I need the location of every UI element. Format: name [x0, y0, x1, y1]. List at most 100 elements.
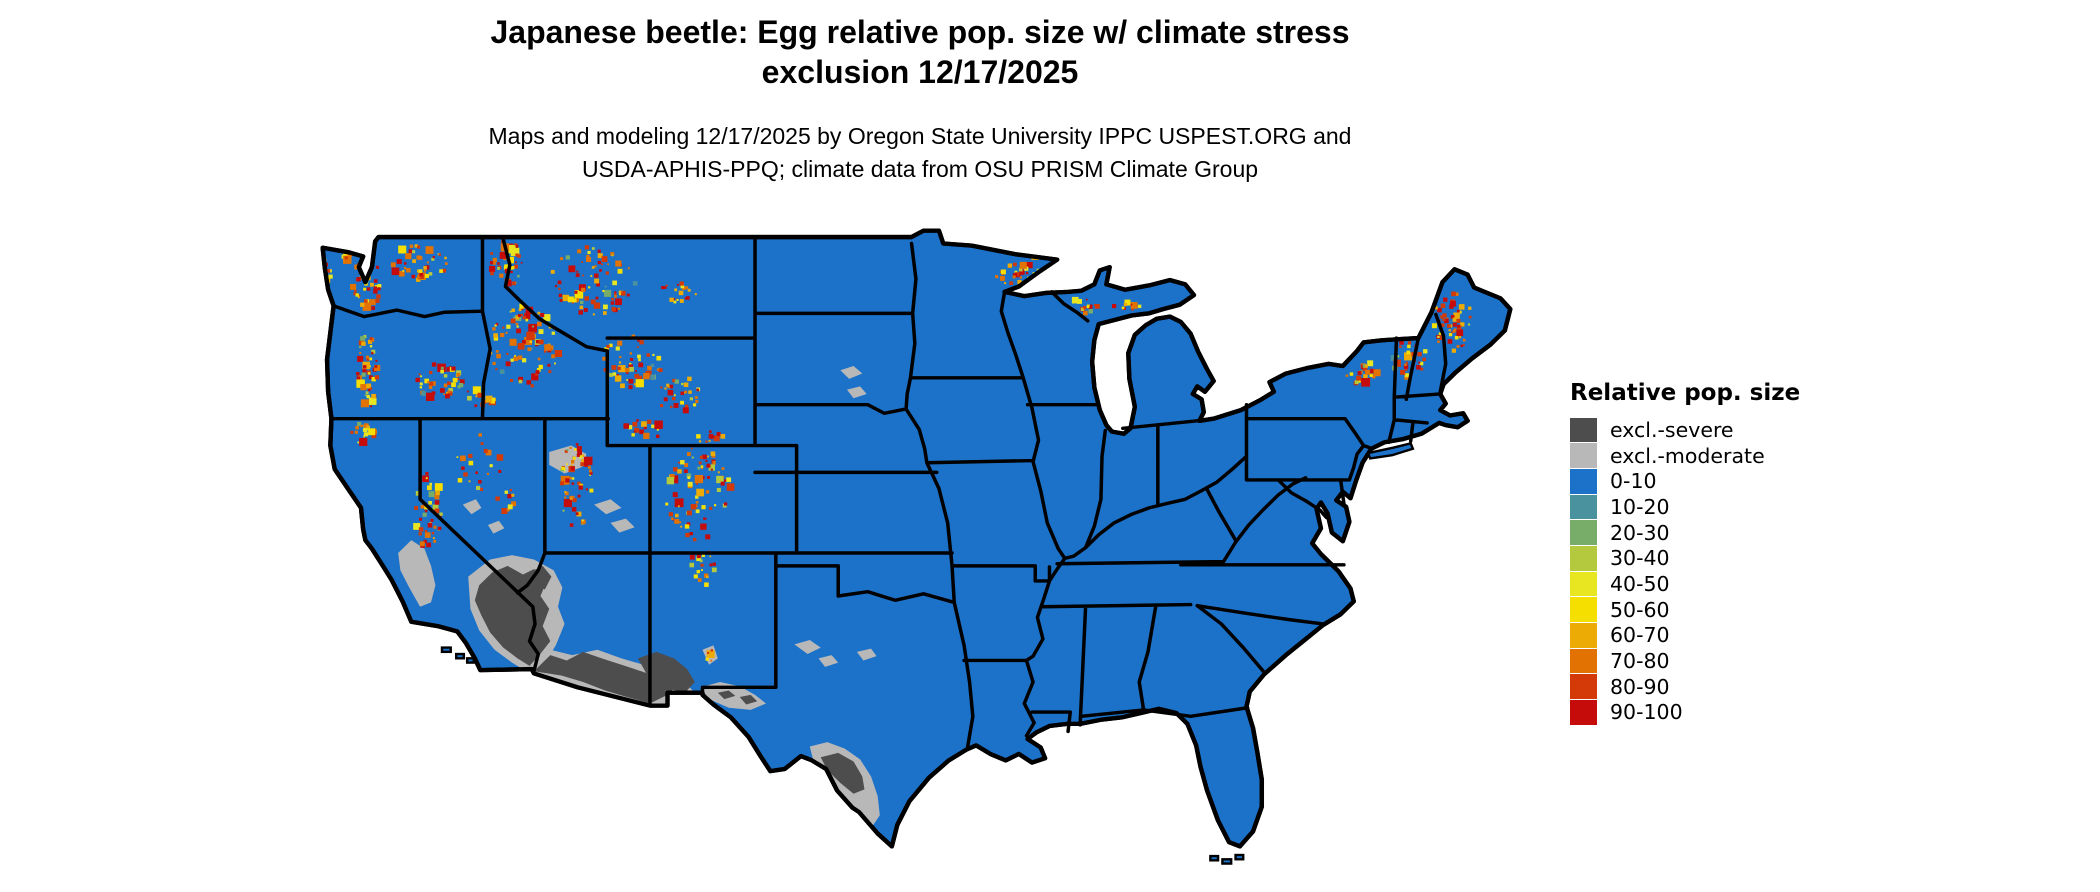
- hotspot-speckle: [579, 455, 583, 459]
- hotspot-speckle: [589, 471, 593, 475]
- hotspot-speckle: [560, 475, 570, 485]
- hotspot-speckle: [564, 490, 567, 494]
- hotspot-speckle: [548, 370, 552, 374]
- hotspot-speckle: [354, 430, 358, 434]
- hotspot-speckle: [671, 517, 674, 521]
- hotspot-speckle: [1431, 323, 1437, 329]
- hotspot-speckle: [446, 391, 450, 395]
- hotspot-speckle: [1405, 361, 1408, 364]
- hotspot-speckle: [1076, 298, 1082, 304]
- hotspot-speckle: [628, 366, 634, 372]
- hotspot-speckle: [1468, 306, 1472, 310]
- hotspot-speckle: [691, 456, 694, 459]
- hotspot-speckle: [686, 522, 691, 526]
- hotspot-speckle: [1000, 269, 1006, 275]
- hotspot-speckle: [1422, 357, 1427, 362]
- hotspot-speckle: [585, 488, 588, 491]
- hotspot-speckle: [710, 659, 713, 662]
- hotspot-speckle: [1441, 323, 1445, 327]
- hotspot-speckle: [673, 467, 678, 472]
- hotspot-speckle: [1434, 306, 1438, 310]
- hotspot-speckle: [581, 519, 584, 522]
- hotspot-speckle: [647, 365, 652, 371]
- hotspot-speckle: [669, 474, 675, 479]
- hotspot-speckle: [656, 368, 660, 371]
- hotspot-speckle: [665, 502, 669, 506]
- hotspot-speckle: [1407, 344, 1411, 349]
- hotspot-speckle: [619, 355, 622, 359]
- hotspot-speckle: [1019, 276, 1022, 279]
- hotspot-speckle: [322, 278, 324, 284]
- hotspot-speckle: [517, 274, 520, 278]
- hotspot-speckle: [479, 487, 484, 491]
- hotspot-speckle: [1131, 308, 1134, 311]
- hotspot-speckle: [457, 478, 463, 483]
- hotspot-speckle: [710, 468, 713, 471]
- hotspot-speckle: [398, 270, 405, 277]
- hotspot-speckle: [610, 252, 615, 256]
- hotspot-speckle: [493, 336, 499, 341]
- hotspot-speckle: [708, 464, 715, 471]
- hotspot-speckle: [575, 273, 580, 278]
- hotspot-speckle: [431, 362, 437, 367]
- hotspot-speckle: [636, 346, 639, 349]
- hotspot-speckle: [711, 567, 717, 573]
- hotspot-speckle: [566, 448, 569, 452]
- hotspot-speckle: [416, 277, 421, 282]
- hotspot-speckle: [1367, 360, 1374, 367]
- hotspot-speckle: [705, 575, 709, 579]
- hotspot-speckle: [726, 483, 735, 491]
- hotspot-speckle: [613, 292, 617, 295]
- hotspot-speckle: [424, 273, 429, 278]
- hotspot-speckle: [1370, 368, 1375, 374]
- hotspot-speckle: [562, 294, 570, 302]
- hotspot-speckle: [1468, 315, 1472, 319]
- hotspot-speckle: [699, 559, 703, 563]
- hotspot-speckle: [605, 271, 609, 275]
- hotspot-speckle: [695, 500, 699, 504]
- hotspot-speckle: [359, 352, 362, 355]
- hotspot-speckle: [429, 370, 433, 375]
- hotspot-speckle: [425, 477, 428, 480]
- hotspot-speckle: [506, 352, 509, 356]
- hotspot-speckle: [369, 387, 373, 390]
- hotspot-speckle: [358, 356, 362, 360]
- hotspot-speckle: [478, 433, 482, 437]
- hotspot-speckle: [478, 480, 482, 484]
- hotspot-speckle: [684, 297, 688, 300]
- hotspot-speckle: [447, 391, 453, 396]
- hotspot-speckle: [578, 310, 583, 315]
- hotspot-speckle: [1123, 302, 1128, 307]
- page-subtitle-line2: USDA-APHIS-PPQ; climate data from OSU PR…: [581, 156, 1259, 182]
- hotspot-speckle: [418, 532, 422, 536]
- hotspot-speckle: [422, 512, 427, 517]
- hotspot-speckle: [439, 514, 442, 518]
- hotspot-speckle: [632, 281, 638, 286]
- hotspot-speckle: [1437, 307, 1442, 313]
- hotspot-speckle: [434, 494, 440, 500]
- hotspot-speckle: [520, 313, 523, 316]
- hotspot-speckle: [426, 542, 432, 548]
- hotspot-speckle: [1437, 340, 1440, 344]
- page-subtitle: Maps and modeling 12/17/2025 by Oregon S…: [270, 120, 1570, 186]
- hotspot-speckle: [615, 346, 620, 351]
- hotspot-speckle: [423, 269, 427, 272]
- hotspot-speckle: [375, 359, 378, 362]
- hotspot-speckle: [638, 358, 641, 362]
- hotspot-speckle: [419, 541, 425, 547]
- hotspot-speckle: [681, 382, 684, 386]
- legend-item: 0-10: [1570, 468, 1800, 494]
- hotspot-speckle: [602, 311, 607, 315]
- hotspot-speckle: [360, 424, 363, 428]
- hotspot-speckle: [609, 372, 614, 377]
- hotspot-speckle: [543, 314, 551, 322]
- legend-swatch: [1570, 597, 1597, 622]
- hotspot-speckle: [451, 382, 456, 388]
- hotspot-speckle: [408, 249, 413, 254]
- hotspot-speckle: [724, 479, 727, 482]
- hotspot-speckle: [368, 255, 372, 259]
- hotspot-speckle: [666, 477, 675, 485]
- hotspot-speckle: [1017, 279, 1022, 285]
- hotspot-speckle: [709, 430, 712, 433]
- hotspot-speckle: [420, 504, 425, 509]
